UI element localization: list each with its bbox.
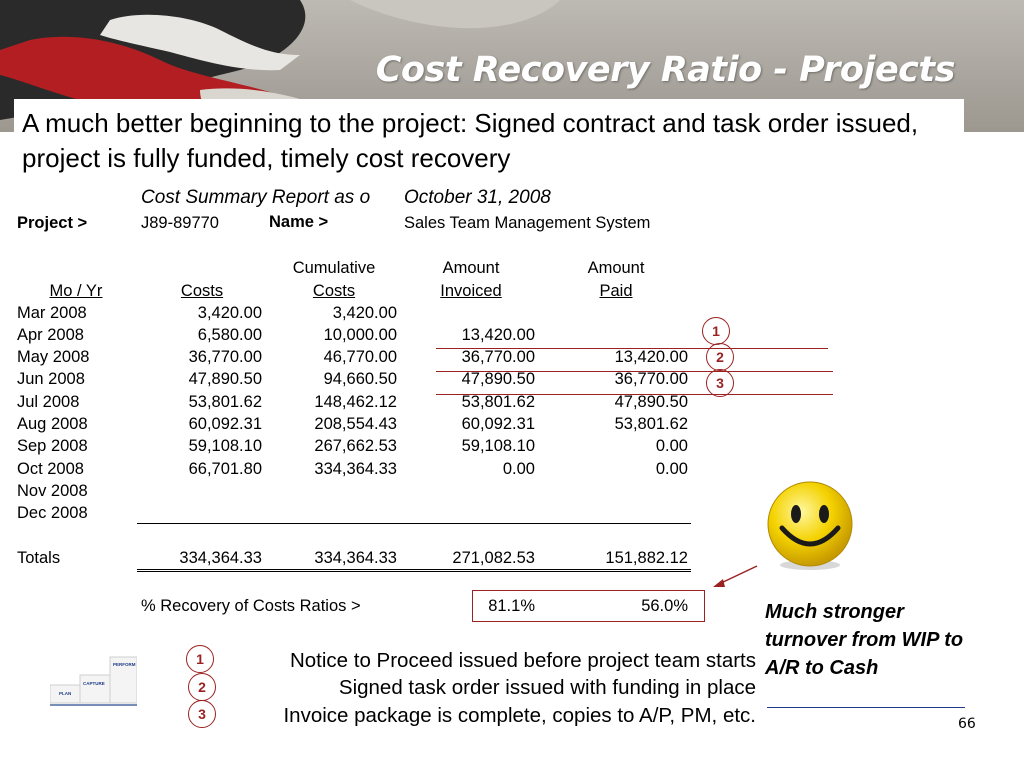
totals-costs: 334,364.33 — [179, 549, 262, 567]
smiley-icon — [767, 481, 853, 570]
totals-double-rule — [137, 569, 691, 572]
cell-month: Oct 2008 — [17, 460, 84, 478]
cell-costs: 3,420.00 — [197, 304, 262, 322]
cell-cumulative: 10,000.00 — [323, 326, 397, 344]
cell-invoiced: 53,801.62 — [461, 393, 535, 411]
cell-month: Dec 2008 — [17, 504, 88, 522]
project-name: Sales Team Management System — [404, 214, 651, 232]
totals-label: Totals — [17, 549, 61, 567]
cell-invoiced: 47,890.50 — [461, 370, 535, 388]
project-label: Project > — [17, 214, 88, 232]
cell-cumulative: 267,662.53 — [314, 437, 397, 455]
cell-month: Sep 2008 — [17, 437, 88, 455]
cell-costs: 36,770.00 — [188, 348, 262, 366]
legend-badge-3: 3 — [188, 700, 216, 728]
logo-step-perform: PERFORM — [113, 662, 136, 667]
cell-cumulative: 3,420.00 — [332, 304, 397, 322]
legend-badge-2: 2 — [188, 673, 216, 701]
header-paid-bottom: Paid — [599, 282, 633, 300]
legend-item-1: Notice to Proceed issued before project … — [289, 649, 756, 672]
page-title: Cost Recovery Ratio - Projects — [375, 50, 956, 90]
header-invoiced-bottom: Invoiced — [440, 282, 502, 300]
legend-item-3: Invoice package is complete, copies to A… — [283, 704, 756, 727]
header-mo-yr: Mo / Yr — [49, 282, 103, 300]
ratio-box — [472, 590, 705, 622]
cell-cumulative: 148,462.12 — [314, 393, 397, 411]
cell-invoiced: 0.00 — [502, 460, 535, 478]
report-title-part2: October 31, 2008 — [404, 187, 551, 208]
marker-badge-2: 2 — [706, 343, 734, 371]
header-cumulative-top: Cumulative — [292, 259, 376, 277]
cell-invoiced: 60,092.31 — [461, 415, 535, 433]
logo-step-capture: CAPTURE — [83, 681, 105, 686]
cell-invoiced: 36,770.00 — [461, 348, 535, 366]
cell-paid: 0.00 — [655, 437, 688, 455]
cell-month: Jul 2008 — [17, 393, 80, 411]
ratio-label: % Recovery of Costs Ratios > — [141, 597, 361, 615]
cell-costs: 59,108.10 — [188, 437, 262, 455]
plan-capture-perform-logo: PLAN CAPTURE PERFORM — [50, 656, 137, 706]
subtitle-text: A much better beginning to the project: … — [22, 108, 919, 173]
cell-month: May 2008 — [17, 348, 90, 366]
cell-paid: 0.00 — [655, 460, 688, 478]
marker-line-3 — [436, 394, 833, 395]
logo-step-plan: PLAN — [59, 691, 71, 696]
cell-invoiced: 59,108.10 — [461, 437, 535, 455]
cell-invoiced: 13,420.00 — [461, 326, 535, 344]
arrow-icon — [713, 565, 758, 587]
note-underline — [767, 707, 965, 708]
cell-cumulative: 94,660.50 — [323, 370, 397, 388]
cell-paid: 53,801.62 — [614, 415, 688, 433]
cell-paid: 47,890.50 — [614, 393, 688, 411]
ratio-paid: 56.0% — [641, 597, 688, 615]
marker-line-1 — [436, 348, 828, 349]
totals-cumulative: 334,364.33 — [314, 549, 397, 567]
cell-month: Mar 2008 — [17, 304, 87, 322]
header-costs: Costs — [180, 282, 224, 300]
cell-month: Nov 2008 — [17, 482, 88, 500]
cell-month: Aug 2008 — [17, 415, 88, 433]
totals-rule — [137, 523, 691, 524]
marker-badge-3: 3 — [706, 369, 734, 397]
project-id: J89-89770 — [141, 214, 219, 232]
cell-cumulative: 334,364.33 — [314, 460, 397, 478]
name-label: Name > — [269, 213, 329, 231]
page-number: 66 — [958, 716, 976, 732]
marker-badge-1: 1 — [702, 317, 730, 345]
header-invoiced-top: Amount — [442, 259, 500, 277]
subtitle-background — [14, 99, 964, 177]
cell-costs: 53,801.62 — [188, 393, 262, 411]
legend-item-2: Signed task order issued with funding in… — [338, 676, 756, 699]
cell-costs: 6,580.00 — [197, 326, 262, 344]
header-paid-top: Amount — [587, 259, 645, 277]
cell-costs: 60,092.31 — [188, 415, 262, 433]
totals-invoiced: 271,082.53 — [452, 549, 535, 567]
cell-costs: 47,890.50 — [188, 370, 262, 388]
cell-paid: 13,420.00 — [614, 348, 688, 366]
cell-paid: 36,770.00 — [614, 370, 688, 388]
cell-cumulative: 208,554.43 — [314, 415, 397, 433]
totals-paid: 151,882.12 — [605, 549, 688, 567]
header-cumulative-bottom: Costs — [312, 282, 356, 300]
cell-month: Jun 2008 — [17, 370, 85, 388]
note-text: Much stronger turnover from WIP to A/R t… — [765, 601, 964, 679]
ratio-invoiced: 81.1% — [488, 597, 535, 615]
cell-month: Apr 2008 — [17, 326, 84, 344]
cell-cumulative: 46,770.00 — [323, 348, 397, 366]
cell-costs: 66,701.80 — [188, 460, 262, 478]
legend-badge-1: 1 — [186, 645, 214, 673]
marker-line-2 — [436, 371, 833, 372]
report-title-part1: Cost Summary Report as o — [141, 188, 371, 208]
